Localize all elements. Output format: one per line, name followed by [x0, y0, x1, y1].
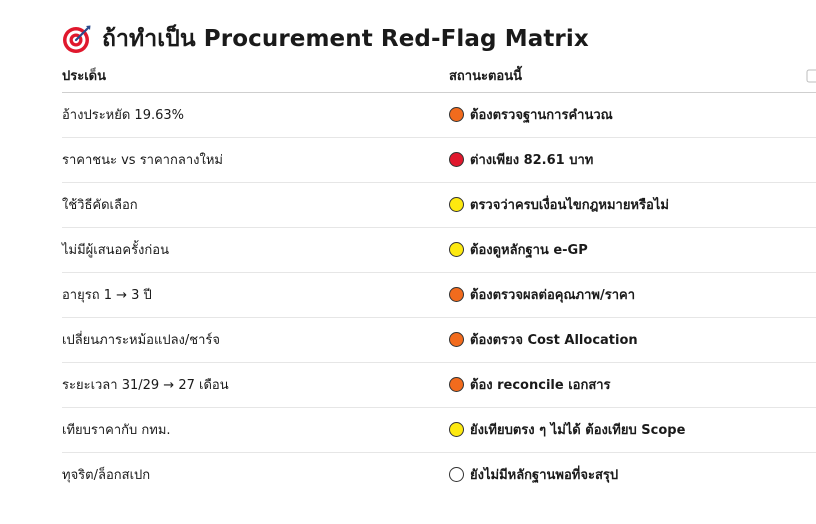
status-circle-icon — [449, 197, 464, 212]
status-circle-icon — [449, 377, 464, 392]
table-row: เทียบราคากับ กทม. ยังเทียบตรง ๆ ไม่ได้ ต้… — [62, 407, 816, 453]
issue-cell: อ้างประหยัด 19.63% — [62, 92, 449, 138]
table-row: อ้างประหยัด 19.63% ต้องตรวจฐานการคำนวณ — [62, 92, 816, 138]
status-cell: ต่างเพียง 82.61 บาท — [449, 137, 816, 183]
status-text: ต้องดูหลักฐาน e-GP — [470, 243, 588, 258]
issue-cell: ทุจริต/ล็อกสเปก — [62, 468, 151, 484]
red-flag-table: ประเด็น สถานะตอนนี้ อ้างประหยัด 19.63% ต้… — [62, 60, 816, 497]
status-circle-icon — [449, 287, 464, 302]
status-circle-icon — [449, 152, 464, 167]
table-row: ไม่มีผู้เสนอครั้งก่อน ต้องดูหลักฐาน e-GP — [62, 227, 816, 273]
issue-cell: เปลี่ยนภาระหม้อแปลง/ชาร์จ — [62, 317, 449, 363]
status-cell: ยังเทียบตรง ๆ ไม่ได้ ต้องเทียบ Scope — [449, 407, 816, 453]
status-content: ยังไม่มีหลักฐานพอที่จะสรุป — [449, 464, 816, 485]
status-cell: ต้องตรวจ Cost Allocation — [449, 317, 816, 363]
issue-cell: ราคาชนะ vs ราคากลางใหม่ — [62, 137, 449, 183]
table-body: อ้างประหยัด 19.63% ต้องตรวจฐานการคำนวณราค… — [62, 92, 816, 497]
table-row: ราคาชนะ vs ราคากลางใหม่ ต่างเพียง 82.61 บ… — [62, 137, 816, 183]
status-content: ต้อง reconcile เอกสาร — [449, 374, 816, 395]
status-circle-icon — [449, 242, 464, 257]
table-row: อายุรถ 1 → 3 ปี ต้องตรวจผลต่อคุณภาพ/ราคา — [62, 272, 816, 318]
status-content: ต้องตรวจ Cost Allocation — [449, 329, 816, 350]
status-text: ต้องตรวจฐานการคำนวณ — [470, 108, 613, 123]
status-cell: ต้องตรวจผลต่อคุณภาพ/ราคา — [449, 272, 816, 318]
table-row: ใช้วิธีคัดเลือก ตรวจว่าครบเงื่อนไขกฎหมายห… — [62, 182, 816, 228]
page-title-row: ถ้าทำเป็น Procurement Red-Flag Matrix — [62, 22, 589, 56]
table-header-row: ประเด็น สถานะตอนนี้ — [62, 60, 816, 93]
table-row: ทุจริต/ล็อกสเปก ยังไม่มีหลักฐานพอที่จะสรุ… — [62, 452, 816, 497]
status-text: ต้องตรวจ Cost Allocation — [470, 333, 638, 348]
status-circle-icon — [449, 467, 464, 483]
page-title: ถ้าทำเป็น Procurement Red-Flag Matrix — [102, 26, 589, 52]
issue-cell: ใช้วิธีคัดเลือก — [62, 182, 449, 228]
status-content: ยังเทียบตรง ๆ ไม่ได้ ต้องเทียบ Scope — [449, 419, 816, 440]
status-text: ตรวจว่าครบเงื่อนไขกฎหมายหรือไม่ — [470, 198, 669, 213]
status-circle-icon — [449, 107, 464, 122]
status-cell: ต้องตรวจฐานการคำนวณ — [449, 92, 816, 138]
status-cell: ตรวจว่าครบเงื่อนไขกฎหมายหรือไม่ — [449, 182, 816, 228]
status-cell: ต้อง reconcile เอกสาร — [449, 362, 816, 408]
table-row: ระยะเวลา 31/29 → 27 เดือน ต้อง reconcile … — [62, 362, 816, 408]
status-cell: ยังไม่มีหลักฐานพอที่จะสรุป — [449, 452, 816, 497]
status-cell: ต้องดูหลักฐาน e-GP — [449, 227, 816, 273]
issue-cell: อายุรถ 1 → 3 ปี — [62, 272, 449, 318]
status-content: ต้องตรวจผลต่อคุณภาพ/ราคา — [449, 284, 816, 305]
status-content: ต่างเพียง 82.61 บาท — [449, 149, 816, 170]
issue-cell: เทียบราคากับ กทม. — [62, 407, 449, 453]
column-header-issue: ประเด็น — [62, 60, 449, 93]
status-text: ต้องตรวจผลต่อคุณภาพ/ราคา — [470, 288, 635, 303]
status-circle-icon — [449, 422, 464, 437]
status-text: ต้อง reconcile เอกสาร — [470, 378, 611, 393]
status-content: ต้องดูหลักฐาน e-GP — [449, 239, 816, 260]
status-text: ยังเทียบตรง ๆ ไม่ได้ ต้องเทียบ Scope — [470, 423, 686, 438]
issue-cell: ไม่มีผู้เสนอครั้งก่อน — [62, 227, 449, 273]
status-content: ตรวจว่าครบเงื่อนไขกฎหมายหรือไม่ — [449, 194, 816, 215]
status-content: ต้องตรวจฐานการคำนวณ — [449, 104, 816, 125]
table-row: เปลี่ยนภาระหม้อแปลง/ชาร์จ ต้องตรวจ Cost A… — [62, 317, 816, 363]
column-header-status: สถานะตอนนี้ — [449, 60, 816, 93]
direct-hit-target-icon — [62, 24, 92, 54]
status-text: ต่างเพียง 82.61 บาท — [470, 153, 594, 168]
issue-cell: ระยะเวลา 31/29 → 27 เดือน — [62, 362, 449, 408]
status-text: ยังไม่มีหลักฐานพอที่จะสรุป — [470, 468, 619, 484]
status-circle-icon — [449, 332, 464, 347]
